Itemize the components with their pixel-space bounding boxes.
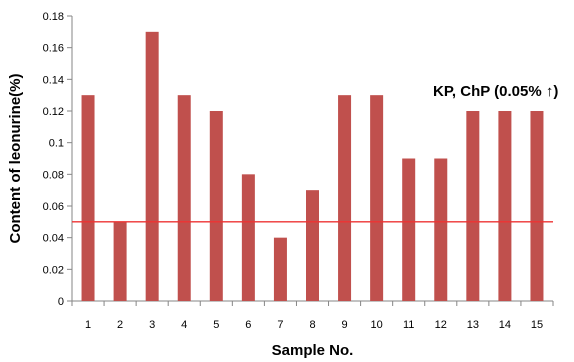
y-axis: 0 0.02 0.04 0.06 0.08 0.1 0.12 0.14 0.16 0.18 xyxy=(43,11,73,308)
bar-sample-10 xyxy=(370,95,384,302)
bar-sample-6 xyxy=(241,174,255,301)
annotation-text: KP, ChP (0.05% ↑) xyxy=(433,83,558,100)
x-axis-title: Sample No. xyxy=(272,342,354,359)
y-tick-label: 0.1 xyxy=(49,138,64,150)
bar-sample-7 xyxy=(273,237,287,301)
bar-sample-13 xyxy=(466,111,480,301)
y-tick-label: 0.06 xyxy=(43,201,64,213)
bar-sample-14 xyxy=(498,111,512,301)
y-tick-label: 0.08 xyxy=(43,169,64,181)
bar-sample-8 xyxy=(306,190,319,301)
x-tick-label: 7 xyxy=(277,319,283,331)
x-tick-label: 11 xyxy=(403,319,414,331)
y-tick-label: 0.12 xyxy=(43,106,64,118)
bar-sample-4 xyxy=(177,95,191,302)
x-tick-label: 3 xyxy=(149,319,155,331)
bar-sample-3 xyxy=(145,31,159,301)
x-tick-label: 10 xyxy=(371,319,383,331)
x-tick-label: 1 xyxy=(85,319,91,331)
x-tick-label: 2 xyxy=(117,319,123,331)
x-tick-label: 14 xyxy=(499,319,511,331)
x-tick-label: 4 xyxy=(181,319,187,331)
x-tick-label: 15 xyxy=(531,319,543,331)
y-tick-label: 0.04 xyxy=(43,233,64,245)
x-axis: 1 2 3 4 5 6 7 8 9 10 11 12 13 14 15 xyxy=(71,300,554,331)
bar-sample-9 xyxy=(338,95,352,302)
bar-sample-1 xyxy=(81,95,95,302)
bar-sample-15 xyxy=(530,111,544,301)
bar-sample-12 xyxy=(434,158,448,301)
y-tick-label: 0.16 xyxy=(43,43,64,55)
x-tick-label: 6 xyxy=(245,319,251,331)
bars-group xyxy=(81,31,544,302)
x-tick-label: 13 xyxy=(467,319,479,331)
bar-sample-11 xyxy=(402,158,416,301)
x-tick-label: 8 xyxy=(309,319,315,331)
x-tick-label: 12 xyxy=(435,319,447,331)
y-tick-label: 0.14 xyxy=(43,74,64,86)
bar-sample-5 xyxy=(209,111,223,301)
y-tick-label: 0.02 xyxy=(43,264,64,276)
y-tick-label: 0.18 xyxy=(43,11,64,23)
y-tick-label: 0 xyxy=(58,296,64,308)
x-tick-label: 5 xyxy=(213,319,219,331)
y-axis-title: Content of leonurine(%) xyxy=(7,74,24,244)
bar-sample-2 xyxy=(113,221,127,301)
x-tick-label: 9 xyxy=(342,319,348,331)
